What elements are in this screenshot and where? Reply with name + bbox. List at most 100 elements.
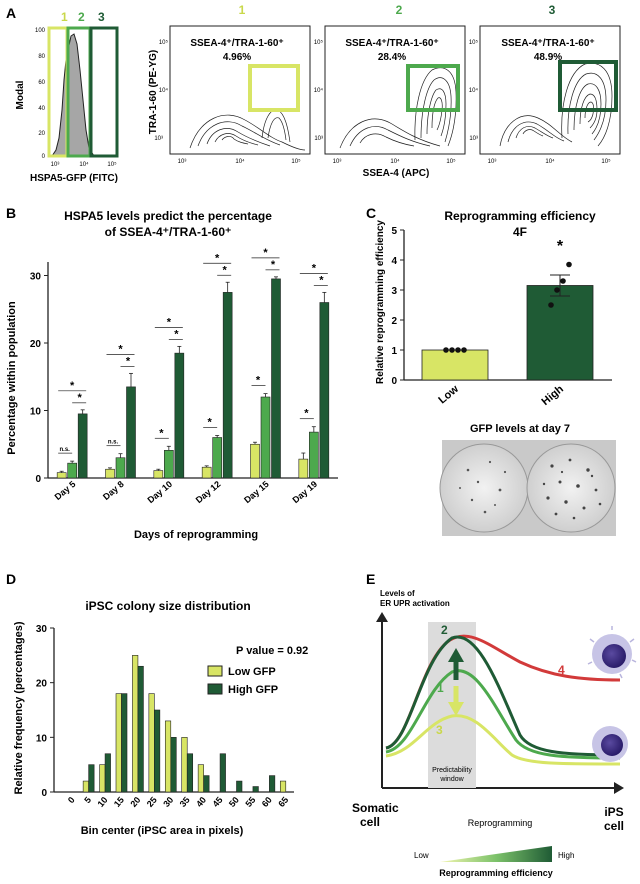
b-sig-label: * bbox=[208, 416, 213, 428]
b-sig-label: * bbox=[126, 355, 131, 367]
b-bar bbox=[56, 472, 67, 479]
b-sig-label: * bbox=[312, 262, 317, 274]
down-arrow-icon bbox=[448, 686, 464, 716]
panel-b-title-1: HSPA5 levels predict the percentage bbox=[64, 209, 272, 223]
curve-label-3: 3 bbox=[436, 723, 443, 737]
d-bar bbox=[164, 720, 172, 793]
b-bar bbox=[153, 470, 164, 479]
contour-plot-1: SSEA-4⁺/TRA-1-60⁺ 4.96% bbox=[169, 25, 311, 155]
b-category-label: Day 8 bbox=[101, 479, 126, 502]
somatic-label-2: cell bbox=[360, 815, 380, 829]
d-bar bbox=[82, 780, 89, 793]
hist-xtick-3: 10⁵ bbox=[107, 161, 117, 168]
hist-xtick-2: 10⁴ bbox=[79, 161, 89, 168]
hist-ytick-40: 40 bbox=[38, 106, 45, 112]
contour-3-ytick-3: 10⁵ bbox=[469, 39, 479, 46]
d-category-label: 10 bbox=[96, 795, 110, 809]
panel-d: D iPSC colony size distribution P value … bbox=[6, 571, 308, 837]
curve-label-4: 4 bbox=[558, 663, 565, 677]
b-sig-label: n.s. bbox=[108, 440, 119, 446]
c-ytick-label: 0 bbox=[391, 376, 397, 387]
dish-high bbox=[526, 443, 616, 533]
ips-cell-icon bbox=[592, 726, 628, 762]
reprogramming-label: Reprogramming bbox=[468, 818, 533, 828]
c-ytick-label: 2 bbox=[391, 316, 397, 327]
efficiency-high-label: High bbox=[558, 851, 574, 860]
b-category-label: Day 15 bbox=[242, 479, 271, 505]
c-data-point bbox=[566, 261, 572, 268]
panel-b-ylabel: Percentage within population bbox=[6, 301, 18, 455]
panel-d-ylabel: Relative frequency (percentages) bbox=[13, 621, 25, 794]
contour-2-ytick-2: 10⁴ bbox=[314, 87, 324, 94]
contour-1-number: 1 bbox=[239, 3, 246, 17]
c-ytick-label: 4 bbox=[391, 256, 397, 267]
panel-d-letter: D bbox=[6, 571, 16, 587]
legend-high-swatch bbox=[207, 683, 223, 695]
d-ytick-label: 0 bbox=[41, 788, 47, 799]
hist-xtick-1: 10³ bbox=[51, 162, 60, 168]
d-category-label: 0 bbox=[66, 795, 77, 805]
up-arrow-icon bbox=[448, 648, 464, 680]
d-bar bbox=[88, 764, 95, 793]
c-data-point bbox=[443, 347, 449, 353]
contour-1-percent: 4.96% bbox=[223, 52, 251, 63]
contour-3-ytick-1: 10³ bbox=[469, 136, 478, 142]
c-sig-label: * bbox=[557, 238, 564, 255]
b-bar bbox=[260, 396, 271, 479]
d-category-label: 5 bbox=[82, 795, 93, 805]
d-bar bbox=[154, 709, 161, 793]
c-category-label: Low bbox=[436, 383, 461, 407]
panel-b-letter: B bbox=[6, 205, 16, 221]
gate-3-box bbox=[89, 26, 119, 158]
c-data-point bbox=[560, 278, 566, 284]
contour-2-label: SSEA-4⁺/TRA-1-60⁺ bbox=[345, 38, 438, 49]
panel-a: A 1 2 3 100 80 60 40 20 0 10³ 10⁴ 10⁵ Mo… bbox=[6, 3, 621, 184]
contour-2-ytick-1: 10³ bbox=[314, 136, 323, 142]
panel-d-xlabel: Bin center (iPSC area in pixels) bbox=[81, 825, 244, 837]
contour-ticks: 10³ 10⁴ 10⁵ 10³ 10⁴ 10⁵ 10³ 10⁴ 10⁵ 10³ … bbox=[154, 39, 611, 165]
curve-label-1: 1 bbox=[437, 681, 444, 695]
panel-c-title-1: Reprogramming efficiency bbox=[444, 209, 596, 223]
contour-3-number: 3 bbox=[549, 3, 556, 17]
contour-1-label: SSEA-4⁺/TRA-1-60⁺ bbox=[190, 38, 283, 49]
gate-number-2: 2 bbox=[78, 10, 85, 24]
hist-ytick-20: 20 bbox=[38, 131, 45, 137]
b-bar bbox=[164, 450, 174, 479]
curve-label-2: 2 bbox=[441, 623, 448, 637]
curve-3 bbox=[385, 714, 621, 766]
b-bar bbox=[309, 431, 319, 479]
c-data-point bbox=[548, 302, 554, 308]
contour-3-ytick-2: 10⁴ bbox=[469, 87, 479, 94]
panel-c-letter: C bbox=[366, 205, 376, 221]
contour-2-xtick-1: 10³ bbox=[333, 159, 342, 165]
b-sig-label: * bbox=[271, 259, 276, 271]
contour-1-frame bbox=[169, 25, 311, 155]
d-bar bbox=[104, 753, 111, 793]
panel-e: E Levels of ER UPR activation Predictabi… bbox=[352, 571, 637, 878]
window-label-2: window bbox=[439, 776, 464, 783]
colony-image bbox=[439, 440, 616, 536]
contour-1-xtick-1: 10³ bbox=[178, 159, 187, 165]
d-category-label: 25 bbox=[145, 795, 159, 809]
d-bar bbox=[269, 775, 276, 793]
contour-2-ytick-3: 10⁵ bbox=[314, 39, 324, 46]
d-bar bbox=[115, 693, 122, 793]
d-bar bbox=[203, 775, 210, 793]
contour-2-lines bbox=[339, 67, 457, 149]
contour-2-xtick-2: 10⁴ bbox=[390, 158, 400, 165]
panel-e-x-arrow-icon bbox=[614, 782, 624, 794]
b-bar bbox=[319, 302, 330, 479]
colony-dots-high bbox=[542, 458, 602, 520]
c-category-label: High bbox=[539, 383, 566, 408]
curve-1 bbox=[385, 669, 621, 760]
b-bar bbox=[298, 458, 309, 479]
d-bar bbox=[252, 786, 259, 793]
b-category-label: Day 19 bbox=[290, 479, 319, 505]
b-bar bbox=[115, 457, 126, 479]
b-bar bbox=[67, 462, 77, 479]
c-ytick-label: 1 bbox=[391, 346, 397, 357]
b-bar bbox=[222, 292, 233, 479]
panel-b-xlabel: Days of reprogramming bbox=[134, 529, 258, 541]
panel-c-title-2: 4F bbox=[513, 225, 527, 239]
